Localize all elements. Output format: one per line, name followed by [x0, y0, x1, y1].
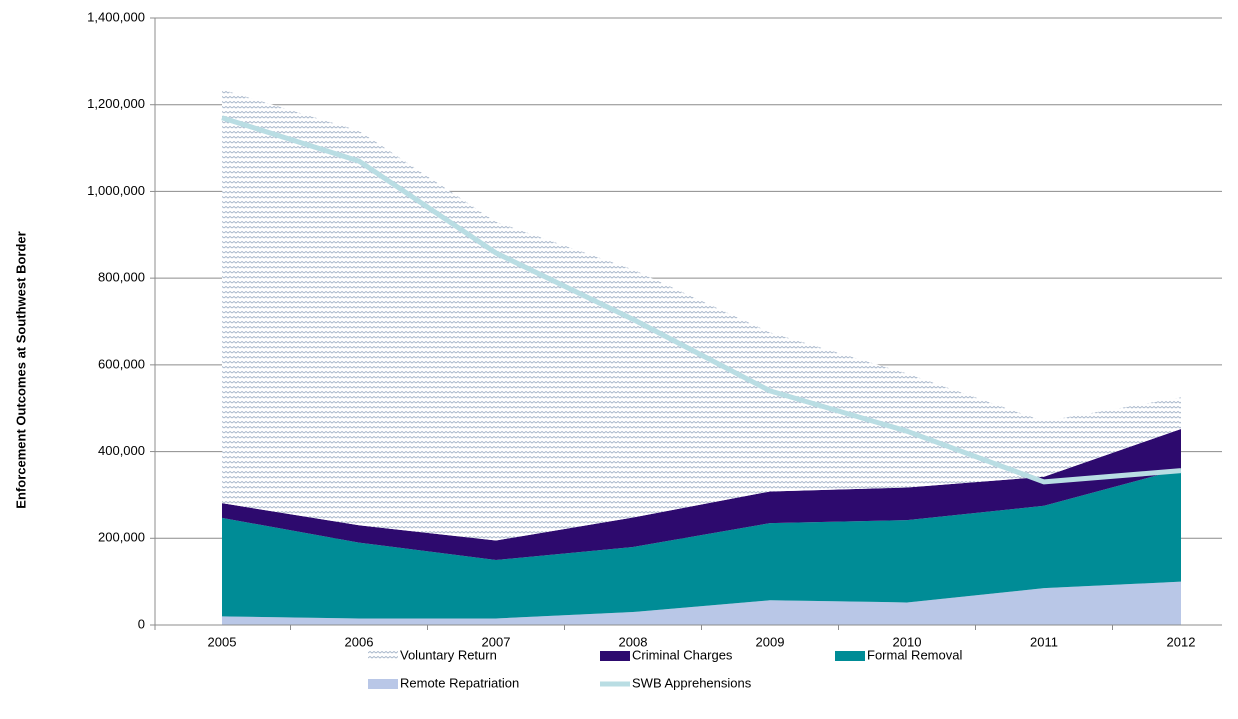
- y-tick-label: 600,000: [98, 356, 145, 371]
- x-tick-label: 2006: [345, 634, 374, 649]
- y-tick-label: 800,000: [98, 270, 145, 285]
- legend-label: SWB Apprehensions: [632, 675, 752, 690]
- legend-label: Formal Removal: [867, 647, 962, 662]
- x-tick-label: 2009: [756, 634, 785, 649]
- y-tick-label: 400,000: [98, 443, 145, 458]
- x-tick-label: 2005: [208, 634, 237, 649]
- y-tick-label: 1,400,000: [87, 9, 145, 24]
- y-tick-label: 0: [138, 616, 145, 631]
- y-tick-label: 200,000: [98, 530, 145, 545]
- legend-swatch: [600, 651, 630, 661]
- area: [222, 581, 1181, 625]
- legend-label: Remote Repatriation: [400, 675, 519, 690]
- legend-swatch: [368, 651, 398, 661]
- x-tick-label: 2011: [1030, 634, 1058, 649]
- legend-label: Criminal Charges: [632, 647, 733, 662]
- line: [221, 115, 1182, 485]
- y-tick-label: 1,200,000: [87, 96, 145, 111]
- legend-swatch: [835, 651, 865, 661]
- legend-swatch: [368, 679, 398, 689]
- x-tick-label: 2012: [1167, 634, 1196, 649]
- area: [222, 429, 1181, 560]
- y-axis-label: Enforcement Outcomes at Southwest Border: [13, 231, 28, 508]
- y-tick-label: 1,000,000: [87, 183, 145, 198]
- x-tick-label: 2008: [619, 634, 648, 649]
- area: [222, 468, 1181, 619]
- area: [222, 89, 1181, 541]
- legend-label: Voluntary Return: [400, 647, 497, 662]
- x-tick-label: 2007: [482, 634, 511, 649]
- x-tick-label: 2010: [893, 634, 922, 649]
